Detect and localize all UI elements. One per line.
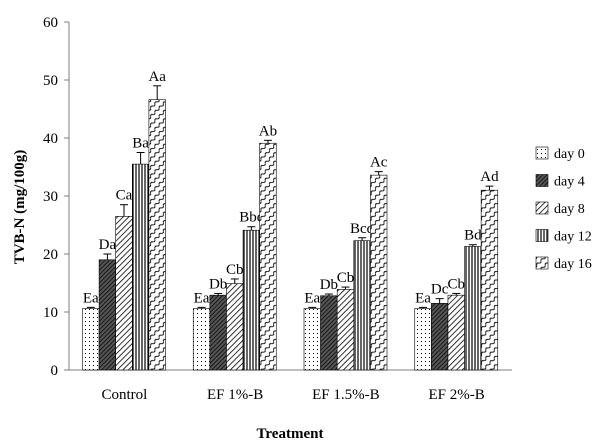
data-label: Ab	[259, 123, 277, 139]
bar	[226, 283, 244, 371]
bar	[414, 308, 432, 371]
legend-label: day 0	[554, 147, 585, 162]
data-label: Cb	[226, 262, 244, 278]
data-label: Ea	[194, 290, 210, 306]
y-axis-title: TVB-N (mg/100g)	[12, 150, 28, 265]
y-axis-title-text: TVB-N (mg/100g)	[12, 150, 28, 265]
data-label: Cb	[447, 276, 465, 292]
legend-item: day 8	[535, 201, 585, 217]
x-category-label: EF 1%-B	[207, 387, 263, 403]
data-label: Bbc	[239, 210, 264, 226]
data-label: Ea	[304, 290, 320, 306]
bar	[464, 246, 482, 371]
bar	[370, 174, 388, 371]
data-label: Ca	[116, 188, 133, 204]
data-label: Cb	[337, 270, 355, 286]
bar	[320, 295, 338, 371]
bar	[192, 308, 211, 371]
data-label: Db	[209, 276, 227, 292]
legend-label: day 4	[554, 175, 585, 190]
data-label: Aa	[148, 69, 166, 85]
data-label: Ba	[132, 136, 149, 152]
x-category-label: EF 1.5%-B	[312, 387, 380, 403]
bar	[303, 308, 321, 371]
y-tick-label: 40	[43, 131, 58, 147]
bar	[115, 216, 133, 371]
bar	[480, 189, 499, 371]
legend-swatch	[535, 174, 549, 187]
legend: day 0 day 4 day 8 day 12 day 16	[535, 146, 592, 272]
legend-item: day 4	[535, 174, 585, 190]
legend-swatch	[535, 146, 549, 160]
data-label: Ea	[415, 290, 431, 306]
bar-group: Ea Da Ca Ba Aa	[82, 69, 166, 371]
data-label: Dc	[431, 282, 449, 298]
bar	[98, 259, 116, 371]
y-tick-label: 20	[43, 247, 58, 263]
legend-item: day 12	[535, 229, 592, 245]
x-category-label: EF 2%-B	[429, 387, 485, 403]
x-category-label: Control	[101, 387, 147, 403]
x-axis-title: Treatment	[257, 426, 324, 442]
data-label: Bd	[464, 228, 482, 244]
data-label: Da	[99, 237, 117, 253]
bar	[447, 294, 465, 371]
bar	[259, 142, 277, 371]
y-tick-label: 60	[43, 15, 58, 31]
legend-label: day 8	[554, 202, 585, 217]
legend-item: day 16	[535, 256, 592, 272]
bar	[242, 229, 260, 371]
bar	[82, 308, 100, 371]
data-label: Ad	[480, 169, 499, 185]
data-label: Bcd	[350, 221, 375, 237]
data-label: Db	[320, 277, 338, 293]
bar	[353, 240, 371, 371]
legend-label: day 16	[554, 257, 592, 272]
y-tick-label: 30	[43, 189, 58, 205]
legend-item: day 0	[535, 146, 585, 162]
data-label: Ea	[83, 290, 99, 306]
bar	[431, 302, 449, 371]
y-tick-label: 0	[51, 363, 59, 379]
y-axis-ticks: 0 10 20 30 40 50 60	[43, 15, 69, 379]
bar	[336, 289, 355, 371]
y-tick-label: 50	[43, 73, 58, 89]
legend-swatch	[535, 229, 549, 242]
bar	[209, 294, 227, 371]
bar	[132, 163, 150, 371]
data-label: Ac	[370, 155, 388, 171]
bar	[148, 99, 166, 371]
y-tick-label: 10	[43, 305, 58, 321]
x-axis-categories: Control EF 1%-B EF 1.5%-B EF 2%-B	[101, 387, 484, 403]
legend-swatch	[535, 201, 549, 215]
legend-label: day 12	[554, 230, 592, 245]
legend-swatch	[535, 256, 549, 270]
